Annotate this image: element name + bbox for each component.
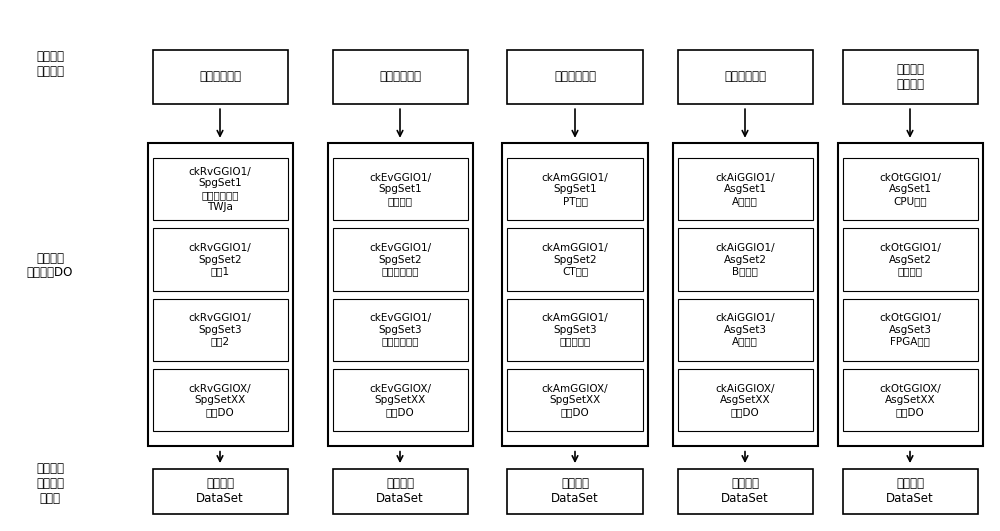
Text: 告警点阵列表: 告警点阵列表	[554, 71, 596, 83]
Text: ckAmGGIO1/
SpgSet3
过负荷告警: ckAmGGIO1/ SpgSet3 过负荷告警	[542, 313, 608, 347]
Text: 其它对点
DataSet: 其它对点 DataSet	[886, 477, 934, 505]
Text: ckEvGGIO1/
SpgSet2
分相差动动作: ckEvGGIO1/ SpgSet2 分相差动动作	[369, 243, 431, 276]
FancyBboxPatch shape	[332, 369, 468, 431]
FancyBboxPatch shape	[842, 228, 978, 291]
Text: 装置临时
配置文件: 装置临时 配置文件	[36, 50, 64, 78]
Text: ckRvGGIO1/
SpgSet2
远传1: ckRvGGIO1/ SpgSet2 远传1	[189, 243, 251, 276]
Text: ckAiGGIO1/
AsgSet2
B相电压: ckAiGGIO1/ AsgSet2 B相电压	[715, 243, 775, 276]
FancyBboxPatch shape	[332, 50, 468, 104]
FancyBboxPatch shape	[678, 469, 812, 514]
FancyBboxPatch shape	[332, 228, 468, 291]
FancyBboxPatch shape	[332, 299, 468, 361]
Text: 遥测点阵列表: 遥测点阵列表	[724, 71, 766, 83]
Text: 装置模型
通信对点DO: 装置模型 通信对点DO	[27, 252, 73, 279]
FancyBboxPatch shape	[672, 143, 818, 446]
FancyBboxPatch shape	[507, 228, 642, 291]
FancyBboxPatch shape	[153, 228, 288, 291]
Text: ckAmGGIOX/
SpgSetXX
其它DO: ckAmGGIOX/ SpgSetXX 其它DO	[542, 383, 608, 417]
FancyBboxPatch shape	[678, 299, 812, 361]
Text: ckRvGGIOX/
SpgSetXX
其它DO: ckRvGGIOX/ SpgSetXX 其它DO	[189, 383, 251, 417]
FancyBboxPatch shape	[152, 469, 288, 514]
Text: 事件对点
DataSet: 事件对点 DataSet	[376, 477, 424, 505]
FancyBboxPatch shape	[153, 369, 288, 431]
Text: 遥信点阵列表: 遥信点阵列表	[199, 71, 241, 83]
Text: ckRvGGIO1/
SpgSet3
远传2: ckRvGGIO1/ SpgSet3 远传2	[189, 313, 251, 347]
FancyBboxPatch shape	[507, 50, 642, 104]
Text: 其它类型
点阵列表: 其它类型 点阵列表	[896, 63, 924, 91]
FancyBboxPatch shape	[842, 469, 978, 514]
Text: ckRvGGIO1/
SpgSet1
分相跳闸位置
TWJa: ckRvGGIO1/ SpgSet1 分相跳闸位置 TWJa	[189, 167, 251, 211]
Text: ckOtGGIO1/
AsgSet2
装置湿度: ckOtGGIO1/ AsgSet2 装置湿度	[879, 243, 941, 276]
FancyBboxPatch shape	[507, 158, 642, 220]
Text: ckEvGGIO1/
SpgSet3
零序差动动作: ckEvGGIO1/ SpgSet3 零序差动动作	[369, 313, 431, 347]
FancyBboxPatch shape	[842, 50, 978, 104]
FancyBboxPatch shape	[838, 143, 982, 446]
FancyBboxPatch shape	[842, 299, 978, 361]
Text: ckAiGGIO1/
AsgSet1
A相电压: ckAiGGIO1/ AsgSet1 A相电压	[715, 173, 775, 206]
FancyBboxPatch shape	[842, 369, 978, 431]
Text: ckOtGGIO1/
AsgSet3
FPGA温度: ckOtGGIO1/ AsgSet3 FPGA温度	[879, 313, 941, 347]
FancyBboxPatch shape	[678, 158, 812, 220]
Text: ckAmGGIO1/
SpgSet2
CT断线: ckAmGGIO1/ SpgSet2 CT断线	[542, 243, 608, 276]
FancyBboxPatch shape	[332, 469, 468, 514]
Text: 事件点阵列表: 事件点阵列表	[379, 71, 421, 83]
FancyBboxPatch shape	[842, 158, 978, 220]
Text: ckAiGGIO1/
AsgSet3
A相电流: ckAiGGIO1/ AsgSet3 A相电流	[715, 313, 775, 347]
FancyBboxPatch shape	[507, 299, 642, 361]
FancyBboxPatch shape	[148, 143, 292, 446]
Text: 告警对点
DataSet: 告警对点 DataSet	[551, 477, 599, 505]
FancyBboxPatch shape	[678, 228, 812, 291]
FancyBboxPatch shape	[328, 143, 473, 446]
FancyBboxPatch shape	[153, 299, 288, 361]
Text: ckEvGGIO1/
SpgSet1
保护启动: ckEvGGIO1/ SpgSet1 保护启动	[369, 173, 431, 206]
Text: 装置模型
通信对点
数据集: 装置模型 通信对点 数据集	[36, 462, 64, 504]
FancyBboxPatch shape	[507, 369, 642, 431]
Text: ckOtGGIO1/
AsgSet1
CPU温度: ckOtGGIO1/ AsgSet1 CPU温度	[879, 173, 941, 206]
Text: ckOtGGIOX/
AsgSetXX
其它DO: ckOtGGIOX/ AsgSetXX 其它DO	[879, 383, 941, 417]
FancyBboxPatch shape	[152, 50, 288, 104]
FancyBboxPatch shape	[502, 143, 648, 446]
Text: ckAmGGIO1/
SpgSet1
PT断线: ckAmGGIO1/ SpgSet1 PT断线	[542, 173, 608, 206]
Text: 遥信对点
DataSet: 遥信对点 DataSet	[196, 477, 244, 505]
Text: 遥测对点
DataSet: 遥测对点 DataSet	[721, 477, 769, 505]
FancyBboxPatch shape	[332, 158, 468, 220]
Text: ckAiGGIOX/
AsgSetXX
其它DO: ckAiGGIOX/ AsgSetXX 其它DO	[715, 383, 775, 417]
Text: ckEvGGIOX/
SpgSetXX
其它DO: ckEvGGIOX/ SpgSetXX 其它DO	[369, 383, 431, 417]
FancyBboxPatch shape	[507, 469, 642, 514]
FancyBboxPatch shape	[678, 369, 812, 431]
FancyBboxPatch shape	[678, 50, 812, 104]
FancyBboxPatch shape	[153, 158, 288, 220]
